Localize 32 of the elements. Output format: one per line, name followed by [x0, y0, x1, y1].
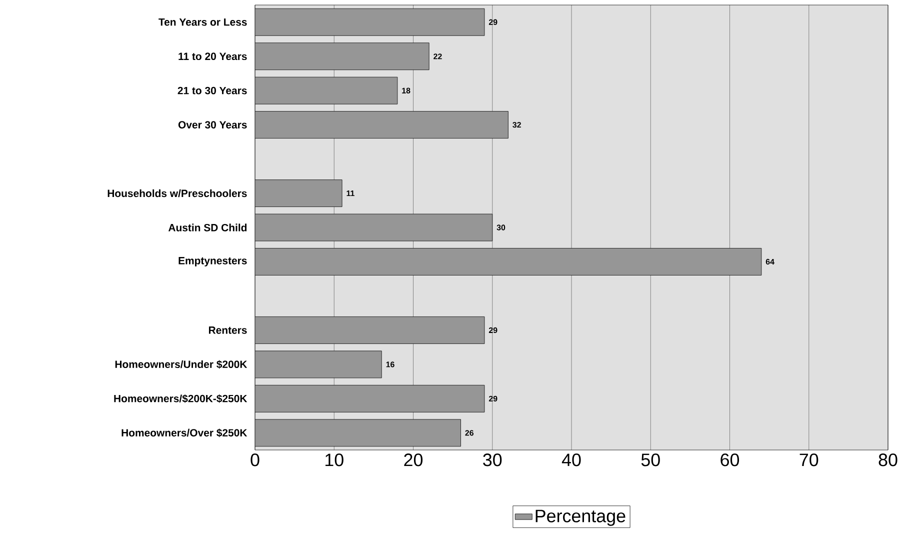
x-tick-label: 20 [404, 454, 423, 466]
x-tick-label: 60 [720, 454, 740, 466]
bar [255, 316, 485, 344]
y-tick-label: Renters [208, 326, 247, 334]
bar [255, 350, 382, 378]
y-tick-label: 11 to 20 Years [178, 52, 247, 60]
bar [255, 180, 342, 207]
y-tick-label: 21 to 30 Years [178, 86, 247, 94]
bar [255, 76, 398, 104]
bar [255, 419, 461, 447]
y-tick-label: Over 30 Years [178, 121, 247, 129]
x-tick-label: 30 [483, 454, 502, 466]
x-tick-label: 80 [878, 454, 898, 466]
bar [255, 214, 493, 242]
x-tick-label: 70 [800, 454, 818, 466]
x-tick-label: 40 [562, 454, 581, 466]
y-tick-label: Homeowners/$200K-$250K [114, 394, 248, 403]
y-tick-label: Households w/Preschoolers [108, 189, 247, 198]
y-tick-label: Austin SD Child [168, 224, 247, 232]
legend-label: Percentage [536, 510, 626, 526]
bar [255, 111, 508, 139]
x-tick-label: 50 [641, 454, 660, 466]
bar [255, 8, 485, 36]
y-tick-label: Homeowners/Over $250K [122, 428, 248, 438]
y-tick-label: Ten Years or Less [158, 18, 247, 26]
bar [255, 248, 762, 276]
x-tick-label: 0 [250, 454, 260, 466]
y-tick-label: Homeowners/Under $200K [115, 360, 248, 369]
y-tick-label: Emptynesters [178, 257, 247, 266]
x-tick-label: 10 [326, 454, 344, 466]
bar [255, 384, 485, 412]
bar [255, 42, 430, 70]
